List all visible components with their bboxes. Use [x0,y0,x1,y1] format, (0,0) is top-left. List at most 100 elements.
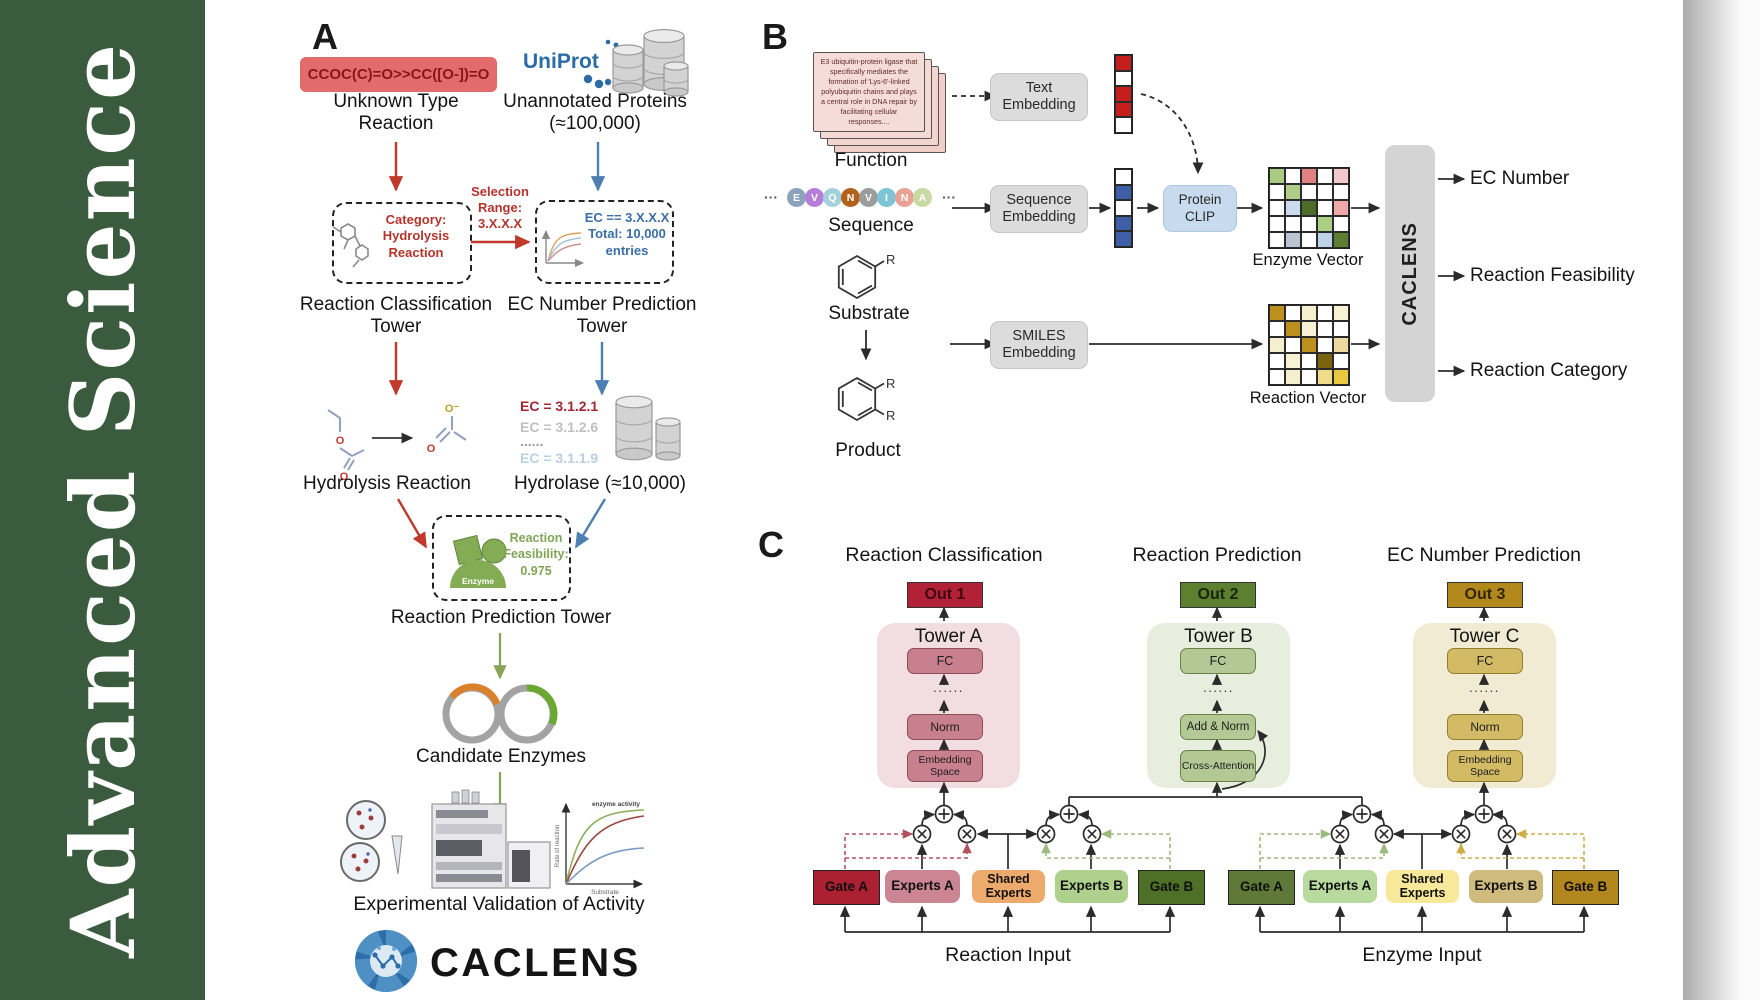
experts-b-reaction: Experts B [1055,870,1128,903]
database-icon-large [612,29,689,97]
output-reaction-category: Reaction Category [1470,360,1628,381]
function-text: E3 ubiquitin-protein ligase that specifi… [820,56,918,127]
grid-cell [1317,321,1333,337]
grid-cell [1269,369,1285,385]
grid-cell [1333,305,1349,321]
grid-cell [1285,321,1301,337]
candidate-enzymes-label: Candidate Enzymes [415,746,587,767]
grid-cell [1317,184,1333,200]
grid-cell [1269,337,1285,353]
grid-cell [1285,353,1301,369]
tower-c-title: Tower C [1449,626,1520,647]
caclens-logo-icon [354,929,418,992]
function-label: Function [834,150,908,171]
graph-ylabel: Rate of reaction [555,825,561,867]
grid-cell [1301,353,1317,369]
panel-b-label: B [762,16,788,57]
grid-cell [1285,337,1301,353]
grid-cell [1301,321,1317,337]
smiles-reaction-box: CCOC(C)=O>>CC([O-])=O [300,57,497,92]
grid-cell [1285,184,1301,200]
grid-cell [1285,200,1301,216]
validation-label: Experimental Validation of Activity [353,893,645,915]
journal-name: Advanced Science [50,42,155,958]
reaction-vector-label: Reaction Vector [1249,389,1367,407]
grid-cell [1317,232,1333,248]
text-feature-vector [1114,54,1133,134]
panel-c-label: C [758,524,784,565]
hydrolysis-molecules [327,409,467,471]
out3-box: Out 3 [1447,582,1523,608]
oxygen-atom: O [336,435,345,447]
grid-cell [1317,200,1333,216]
residue-circle: A [913,188,932,207]
gate-b-enzyme: Gate B [1552,870,1619,905]
gate-routes [844,829,1585,869]
classification-tower-label: Reaction Classification Tower [299,294,493,338]
grid-cell [1285,216,1301,232]
grid-cell [1269,168,1285,184]
enzyme-vector-label: Enzyme Vector [1252,251,1364,269]
gate-a-reaction: Gate A [813,870,880,905]
ec-item: ...... [520,433,544,449]
grid-cell [1301,216,1317,232]
hydrolysis-reaction-label: Hydrolysis Reaction [303,473,471,494]
experts-a-enzyme: Experts A [1303,870,1377,903]
experts-b-enzyme: Experts B [1469,870,1543,903]
grid-cell [1317,353,1333,369]
grid-cell [1301,168,1317,184]
prediction-tower-label: Reaction Prediction Tower [390,607,612,628]
sequence-ellipsis: ··· [942,189,956,205]
grid-cell [1269,305,1285,321]
residue-circle: N [841,188,860,207]
grid-cell [1115,169,1132,185]
protein-clip-box: Protein CLIP [1163,185,1237,232]
substrate-label: Substrate [828,303,910,324]
grid-cell [1269,232,1285,248]
category-label: Category: Hydrolysis Reaction [382,212,450,260]
panel-a-label: A [312,16,338,57]
unannotated-proteins-label: Unannotated Proteins (≈100,000) [503,91,687,135]
plasmid-icons [442,683,558,744]
caclens-wordmark: CACLENS [430,941,641,985]
grid-cell [1317,369,1333,385]
hydrolase-label: Hydrolase (≈10,000) [513,473,686,494]
grid-cell [1115,55,1132,71]
grid-cell [1115,70,1132,86]
grid-cell [1301,200,1317,216]
residue-circle: Q [823,188,842,207]
sequence-embedding-box: Sequence Embedding [990,185,1088,233]
grid-cell [1285,369,1301,385]
grid-cell [1333,369,1349,385]
grid-cell [1115,200,1132,216]
r-group-label: R [886,408,896,423]
shared-experts-enzyme: Shared Experts [1386,870,1459,903]
ec-item: EC = 3.1.1.9 [520,450,599,466]
enzyme-input-label: Enzyme Input [1362,944,1482,966]
text-embedding-box: Text Embedding [990,73,1088,121]
selection-range-label: Selection Range: 3.X.X.X [471,184,529,231]
grid-cell [1115,101,1132,117]
tower-a-norm: Norm [907,714,983,740]
output-ec-number: EC Number [1470,168,1570,189]
tower-b-dots: ...... [1203,680,1234,695]
grid-cell [1115,231,1132,247]
residue-circle: E [787,188,806,207]
sequence-label: Sequence [828,215,914,236]
function-card-front: E3 ubiquitin-protein ligase that specifi… [813,52,925,132]
caclens-pillar: CACLENS [1385,145,1435,402]
oxygen-atom: O [427,443,436,455]
tower-b-cross-attention: Cross-Attention [1180,750,1256,782]
task-title-reaction-classification: Reaction Classification [845,544,1043,566]
reaction-input-label: Reaction Input [945,944,1071,966]
ec-filter-label: EC == 3.X.X.X Total: 10,000 entries [584,210,670,258]
substrate-molecule [837,254,885,300]
page-edge-shadow [1683,0,1760,1000]
residue-circle: V [859,188,878,207]
grid-cell [1269,216,1285,232]
grid-cell [1333,232,1349,248]
grid-cell [1333,168,1349,184]
residue-circle: I [877,188,896,207]
tower-c-embedding-space: Embedding Space [1447,750,1523,782]
grid-cell [1301,305,1317,321]
